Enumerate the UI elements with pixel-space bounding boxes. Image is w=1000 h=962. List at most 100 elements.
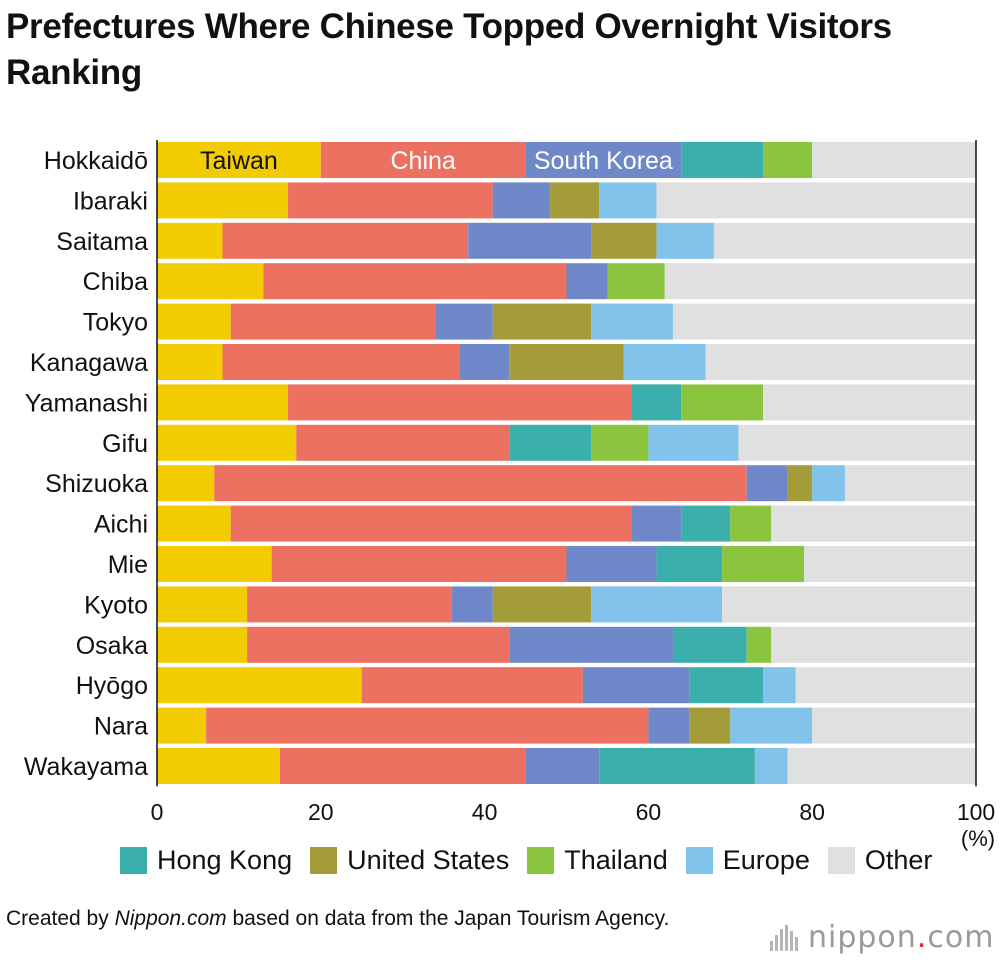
- category-label: Chiba: [83, 268, 148, 296]
- bar-segment-united-states: [550, 182, 600, 219]
- bar-segment-europe: [623, 344, 706, 380]
- x-unit-label: (%): [961, 826, 995, 851]
- bar-segment-hong-kong: [672, 626, 747, 663]
- bar-segment-taiwan: [157, 707, 207, 744]
- in-bar-label: South Korea: [534, 147, 673, 175]
- bar-segment-other: [771, 626, 976, 663]
- bar-segment-europe: [812, 465, 845, 502]
- category-label: Mie: [108, 551, 148, 579]
- legend: Hong Kong United States Thailand Europe Othe…: [120, 845, 950, 876]
- bar-segment-china: [230, 303, 436, 340]
- bar-segment-taiwan: [157, 222, 223, 259]
- bar-segment-other: [804, 546, 976, 582]
- category-labels: Hokkaidō Ibaraki Saitama Chiba Tokyo Kanagawa…: [24, 147, 148, 781]
- bar-segment-europe: [656, 222, 714, 259]
- bar-segment-taiwan: [157, 384, 289, 421]
- bar-segment-china: [263, 263, 567, 300]
- bar-segment-south-korea: [566, 263, 608, 300]
- category-label: Kyoto: [84, 591, 148, 619]
- bar-segment-hong-kong: [599, 748, 755, 784]
- bar-segment-hong-kong: [681, 142, 764, 178]
- logo-bars-icon: [770, 924, 800, 951]
- bar-segment-thailand: [681, 384, 764, 421]
- bar-segment-other: [672, 303, 976, 340]
- bar-segment-united-states: [591, 222, 657, 259]
- legend-label: Europe: [722, 845, 810, 875]
- bar-segment-other: [656, 182, 976, 219]
- bar-segment-south-korea: [460, 344, 510, 380]
- bar-segment-china: [296, 424, 510, 461]
- bar-segment-south-korea: [648, 707, 690, 744]
- bar-segment-china: [222, 222, 469, 259]
- in-bar-label: China: [391, 147, 456, 175]
- bar-segment-other: [812, 142, 976, 178]
- bar-segment-other: [787, 748, 976, 784]
- bar-segment-other: [713, 222, 976, 259]
- bar-segment-china: [230, 505, 633, 542]
- bar-segment-hong-kong: [656, 546, 723, 582]
- bar-segment-taiwan: [157, 303, 231, 340]
- x-tick-label: 20: [308, 799, 334, 825]
- bar-segment-south-korea: [509, 626, 673, 663]
- category-label: Ibaraki: [73, 187, 148, 215]
- category-label: Yamanashi: [25, 389, 148, 417]
- bar-segment-other: [812, 707, 976, 744]
- bar-segment-europe: [763, 667, 796, 704]
- x-tick-label: 0: [151, 799, 164, 825]
- bar-segment-other: [763, 384, 976, 421]
- bar-segment-europe: [754, 748, 788, 784]
- logo-dot: .: [916, 920, 928, 955]
- bar-segment-south-korea: [451, 586, 493, 623]
- bar-segment-south-korea: [746, 465, 788, 502]
- credit-suffix: based on data from the Japan Tourism Age…: [226, 907, 670, 930]
- x-axis: 0 20 40 60 80 100(%): [151, 140, 995, 851]
- bar-segment-taiwan: [157, 263, 264, 300]
- bar-segment-europe: [730, 707, 813, 744]
- bar-segment-other: [771, 505, 976, 542]
- category-label: Tokyo: [83, 309, 148, 337]
- x-tick-label: 80: [799, 799, 825, 825]
- category-label: Hyōgo: [76, 672, 148, 700]
- bar-segment-china: [288, 384, 633, 421]
- legend-swatch: [827, 847, 855, 874]
- bar-segment-thailand: [722, 546, 805, 582]
- bar-segment-south-korea: [468, 222, 592, 259]
- bar-segment-other: [722, 586, 976, 623]
- in-bar-labels: Taiwan China South Korea: [200, 147, 673, 175]
- bar-segment-south-korea: [632, 505, 682, 542]
- chart-title: Prefectures Where Chinese Topped Overnig…: [6, 7, 892, 92]
- bar-segment-china: [222, 344, 461, 380]
- bar-segment-europe: [591, 303, 673, 340]
- credit-site: Nippon.com: [114, 907, 227, 930]
- legend-label: Hong Kong: [157, 845, 293, 875]
- bar-segment-thailand: [730, 505, 772, 542]
- legend-item: Other: [827, 845, 932, 876]
- bar-segment-united-states: [492, 303, 592, 340]
- bar-segment-china: [279, 748, 526, 784]
- bar-segment-taiwan: [157, 626, 248, 663]
- bar-segment-other: [738, 424, 976, 461]
- bar-segment-china: [247, 626, 510, 663]
- bar-segment-thailand: [607, 263, 665, 300]
- bar-segment-hong-kong: [632, 384, 682, 421]
- bar-segment-united-states: [689, 707, 731, 744]
- legend-item: Thailand: [527, 845, 668, 876]
- bar-segment-other: [664, 263, 976, 300]
- bar-segment-taiwan: [157, 505, 231, 542]
- bar-segment-taiwan: [157, 586, 248, 623]
- bar-segment-other: [844, 465, 976, 502]
- category-label: Shizuoka: [45, 470, 148, 498]
- bar-segment-china: [361, 667, 583, 704]
- legend-swatch: [527, 847, 555, 874]
- bar-segment-taiwan: [157, 546, 272, 582]
- category-label: Osaka: [76, 632, 148, 660]
- bar-segment-europe: [599, 182, 657, 219]
- category-label: Hokkaidō: [44, 147, 148, 175]
- legend-swatch: [120, 847, 147, 874]
- bar-segment-europe: [591, 586, 723, 623]
- x-tick-label: 40: [472, 799, 498, 825]
- bar-segment-united-states: [787, 465, 813, 502]
- bar-segment-china: [320, 142, 526, 178]
- legend-label: Thailand: [564, 845, 668, 875]
- category-label: Wakayama: [24, 753, 148, 781]
